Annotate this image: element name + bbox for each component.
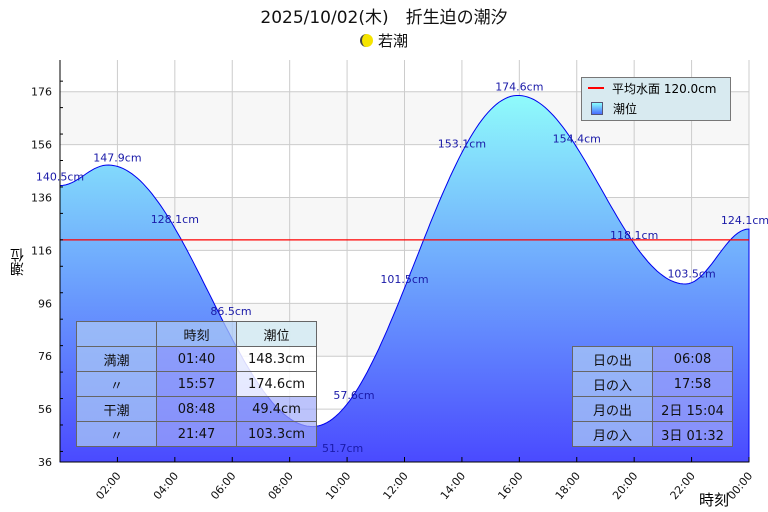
x-tick-label: 20:00 <box>610 470 640 503</box>
point-label: 153.1cm <box>438 138 486 151</box>
point-label: 154.4cm <box>553 132 601 145</box>
x-tick-label: 12:00 <box>380 470 410 503</box>
x-tick-label: 08:00 <box>266 470 296 503</box>
point-label: 118.1cm <box>610 229 658 242</box>
event-time: 3日 01:32 <box>652 421 733 447</box>
row-type: 満潮 <box>76 346 157 372</box>
row-time: 21:47 <box>156 421 237 447</box>
y-tick-label: 76 <box>38 350 52 363</box>
legend-mean: 平均水面 120.0cm <box>612 81 717 96</box>
event-name: 月の出 <box>572 396 653 422</box>
event-time: 06:08 <box>652 346 733 372</box>
y-tick-label: 136 <box>31 192 52 205</box>
x-tick-label: 16:00 <box>495 470 525 503</box>
y-tick-label: 156 <box>31 139 52 152</box>
point-label: 101.5cm <box>380 273 428 286</box>
y-tick-label: 116 <box>31 244 52 257</box>
row-level: 148.3cm <box>236 346 317 372</box>
x-tick-label: 02:00 <box>93 470 123 503</box>
sun-moon-table: 日の出 06:08 日の入 17:58 月の出 2日 15:04 月の入 3日 01:3… <box>572 346 733 447</box>
point-label: 147.9cm <box>93 151 141 164</box>
row-time: 15:57 <box>156 371 237 397</box>
row-type: 〃 <box>76 421 157 447</box>
point-label: 103.5cm <box>667 268 715 281</box>
point-label: 86.5cm <box>210 305 251 318</box>
tide-swatch <box>591 101 603 115</box>
point-label: 124.1cm <box>721 214 768 227</box>
x-axis-label: 時刻 <box>699 491 730 509</box>
row-type: 〃 <box>76 371 157 397</box>
chart-title: 2025/10/02(木) 折生迫の潮汐 <box>260 8 508 28</box>
row-time: 08:48 <box>156 396 237 422</box>
y-tick-label: 36 <box>38 456 52 469</box>
point-label: 140.5cm <box>36 171 84 184</box>
row-level: 103.3cm <box>236 421 317 447</box>
mean-line-swatch <box>588 87 604 89</box>
x-tick-label: 00:00 <box>725 470 755 503</box>
event-time: 17:58 <box>652 371 733 397</box>
y-axis-label: 潮位 <box>10 248 26 276</box>
header-blank <box>76 321 157 347</box>
point-label: 174.6cm <box>495 80 543 93</box>
row-time: 01:40 <box>156 346 237 372</box>
point-label: 51.7cm <box>322 442 363 455</box>
event-name: 日の出 <box>572 346 653 372</box>
y-tick-label: 56 <box>38 403 52 416</box>
legend-tide: 潮位 <box>613 101 638 116</box>
x-tick-label: 18:00 <box>553 470 583 503</box>
event-time: 2日 15:04 <box>652 396 733 422</box>
row-level: 49.4cm <box>236 396 317 422</box>
point-label: 128.1cm <box>151 213 199 226</box>
header-level: 潮位 <box>236 321 317 347</box>
header-time: 時刻 <box>156 321 237 347</box>
moon-phase: 若潮 <box>0 30 768 51</box>
x-tick-label: 04:00 <box>151 470 181 503</box>
y-tick-label: 96 <box>38 297 52 310</box>
row-type: 干潮 <box>76 396 157 422</box>
x-tick-label: 06:00 <box>208 470 238 503</box>
y-tick-label: 176 <box>31 86 52 99</box>
tide-table: 時刻 潮位 満潮 01:40 148.3cm 〃 15:57 174.6cm 干潮 08:4… <box>76 321 317 447</box>
x-tick-label: 14:00 <box>438 470 468 503</box>
x-tick-label: 10:00 <box>323 470 353 503</box>
x-tick-label: 22:00 <box>668 470 698 503</box>
point-label: 57.6cm <box>333 389 374 402</box>
legend: 平均水面 120.0cm 潮位 <box>581 77 731 121</box>
row-level: 174.6cm <box>236 371 317 397</box>
event-name: 日の入 <box>572 371 653 397</box>
event-name: 月の入 <box>572 421 653 447</box>
moon-phase-label: 若潮 <box>377 32 408 50</box>
moon-icon <box>359 34 373 47</box>
